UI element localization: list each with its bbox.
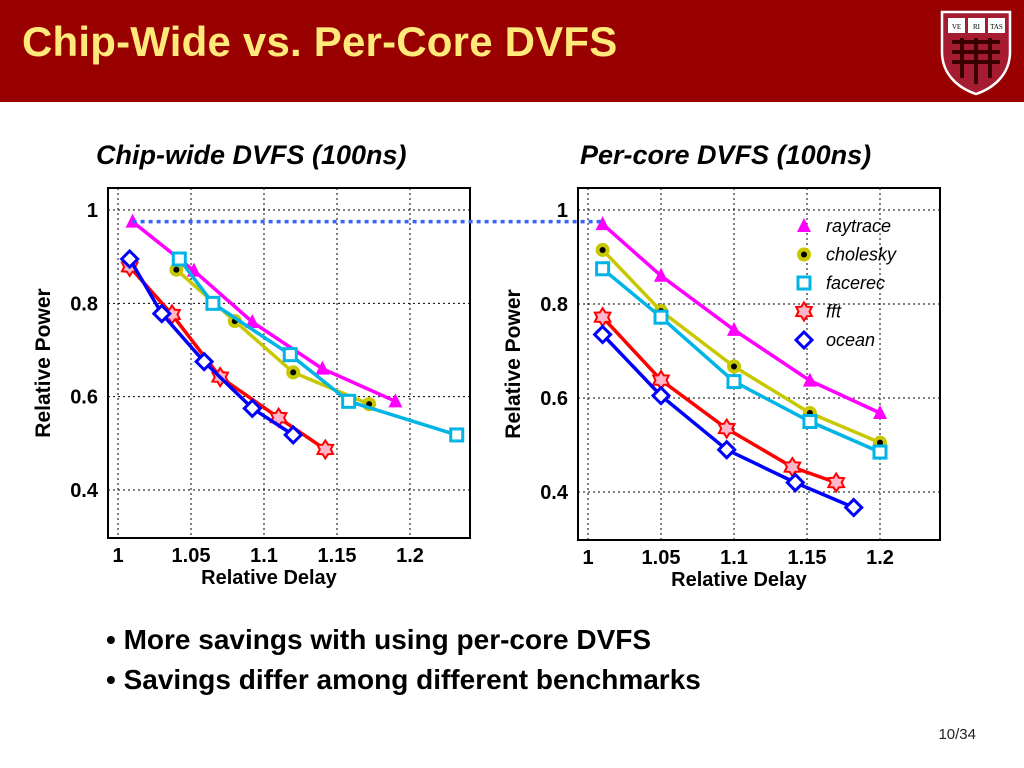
triangle-marker <box>727 321 741 336</box>
square-marker <box>171 251 187 267</box>
y-tick-label: 0.4 <box>70 480 99 502</box>
series-ocean <box>119 248 304 446</box>
y-tick-label: 0.4 <box>540 482 569 504</box>
bullet-1: • More savings with using per-core DVFS <box>106 624 652 655</box>
plot-frame <box>107 187 471 539</box>
x-tick-label: 1.2 <box>866 547 894 569</box>
legend-item-facerec: facerec <box>796 273 885 293</box>
series-raytrace <box>595 216 887 420</box>
star-marker <box>717 417 737 440</box>
y-tick-label: 1 <box>557 200 568 222</box>
diamond-marker <box>151 303 172 324</box>
square-marker <box>595 261 611 277</box>
legend-label: raytrace <box>826 216 891 236</box>
dot-marker-center <box>731 363 737 370</box>
legend-item-raytrace: raytrace <box>797 216 891 236</box>
triangle-marker <box>654 267 668 282</box>
square-marker <box>872 444 888 460</box>
x-tick-label: 1 <box>582 547 593 569</box>
legend-item-fft: fft <box>794 300 842 323</box>
series-fft <box>593 306 846 494</box>
chart-left-title: Chip-wide DVFS (100ns) <box>96 140 407 170</box>
dot-marker-center <box>877 439 883 446</box>
triangle-marker <box>797 218 811 232</box>
diamond-marker <box>650 385 672 406</box>
legend-label: ocean <box>826 330 875 350</box>
y-tick-label: 0.6 <box>540 388 568 410</box>
square-marker <box>802 414 818 429</box>
square-marker <box>282 347 298 363</box>
x-axis-label: Relative Delay <box>671 569 808 591</box>
y-tick-label: 0.8 <box>540 294 568 316</box>
chart-left: 1 1.05 1.1 1.15 1.2 1 0.8 0.6 0.4 Relative Delay R… <box>32 187 471 589</box>
title-bar: Chip-Wide vs. Per-Core DVFS VE RI TAS <box>0 0 1024 102</box>
chart-right: 1 1.05 1.1 1.15 1.2 1 0.8 0.6 0.4 Relative Delay R… <box>502 187 941 591</box>
shield-book-3: TAS <box>990 23 1003 31</box>
legend-label: facerec <box>826 273 885 293</box>
diamond-marker <box>843 497 864 518</box>
diamond-marker <box>793 329 815 351</box>
legend-item-cholesky: cholesky <box>797 245 897 265</box>
page-number: 10/34 <box>938 726 976 743</box>
triangle-marker <box>595 216 610 231</box>
y-tick-label: 0.6 <box>70 387 98 409</box>
dot-marker-center <box>290 369 297 376</box>
y-axis-label: Relative Power <box>502 289 525 438</box>
square-marker <box>653 309 669 325</box>
chart-right-title: Per-core DVFS (100ns) <box>580 140 872 170</box>
legend-item-ocean: ocean <box>793 329 875 351</box>
dot-marker-center <box>801 251 807 258</box>
y-tick-label: 1 <box>87 200 98 222</box>
y-axis-label: Relative Power <box>32 288 55 437</box>
x-tick-label: 1.1 <box>720 547 748 569</box>
diamond-marker <box>716 439 737 460</box>
x-tick-label: 1.1 <box>250 545 278 567</box>
diamond-marker <box>119 248 140 270</box>
x-tick-label: 1.15 <box>788 547 827 569</box>
diamond-marker <box>283 424 304 446</box>
x-tick-label: 1.05 <box>642 547 681 569</box>
bullet-2: • Savings differ among different benchma… <box>106 664 701 695</box>
legend-label: fft <box>826 302 842 322</box>
shield-book-2: RI <box>973 23 981 31</box>
x-tick-label: 1.15 <box>318 545 357 567</box>
diamond-marker <box>785 472 806 493</box>
bullet-1-text: More savings with using per-core DVFS <box>123 624 652 655</box>
shield-book-1: VE <box>952 23 961 31</box>
slide-title: Chip-Wide vs. Per-Core DVFS <box>22 18 618 65</box>
square-marker <box>449 427 465 443</box>
dot-marker-center <box>173 266 180 273</box>
bullet-list: • More savings with using per-core DVFS … <box>106 620 701 700</box>
square-marker <box>726 374 742 390</box>
harvard-shield-icon: VE RI TAS <box>940 10 1012 96</box>
star-marker <box>794 300 814 323</box>
square-marker <box>341 393 357 409</box>
legend-label: cholesky <box>826 245 897 265</box>
dot-marker-center <box>599 246 606 253</box>
diamond-marker <box>194 351 215 372</box>
triangle-marker <box>315 360 330 375</box>
triangle-marker <box>802 372 817 387</box>
diamond-marker <box>592 324 613 345</box>
x-tick-label: 1.05 <box>172 545 211 567</box>
bullet-2-text: Savings differ among different benchmark… <box>123 664 701 695</box>
star-marker <box>315 438 335 461</box>
star-marker <box>826 471 846 494</box>
square-marker <box>796 275 812 291</box>
x-axis-label: Relative Delay <box>201 567 338 589</box>
triangle-marker <box>245 314 260 328</box>
triangle-marker <box>873 405 887 420</box>
series-ocean <box>592 324 864 518</box>
x-tick-label: 1.2 <box>396 545 424 567</box>
diamond-marker <box>242 398 263 419</box>
square-marker <box>205 295 221 311</box>
series-facerec <box>595 261 888 460</box>
y-tick-label: 0.8 <box>70 293 98 315</box>
triangle-marker <box>388 393 403 408</box>
x-tick-label: 1 <box>112 545 123 567</box>
series-facerec <box>171 251 465 443</box>
